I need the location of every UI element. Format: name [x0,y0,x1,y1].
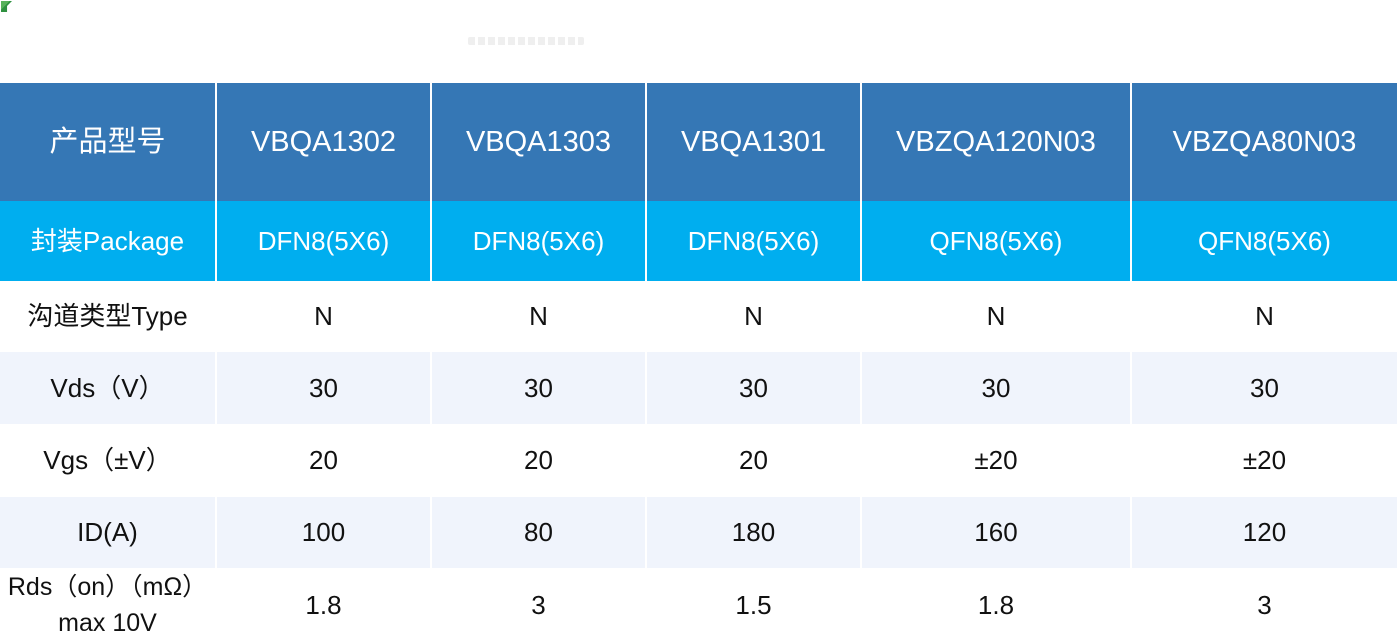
table-cell: N [1132,281,1397,352]
table-cell: ±20 [1132,424,1397,497]
table-cell: 3 [1132,568,1397,642]
table-cell: DFN8(5X6) [647,201,860,281]
table-cell: 3 [432,568,645,642]
table-cell: N [862,281,1130,352]
table-cell: 180 [647,497,860,568]
product-spec-table: 产品型号 VBQA1302 VBQA1303 VBQA1301 VBZQA120… [0,83,1397,642]
column-header-model: VBZQA120N03 [862,83,1130,201]
table-cell: QFN8(5X6) [862,201,1130,281]
table-cell: 1.8 [217,568,430,642]
row-label-vgs: Vgs（±V） [0,424,215,497]
table-cell: N [647,281,860,352]
column-header-model: VBQA1303 [432,83,645,201]
table-cell: 1.5 [647,568,860,642]
column-header-model: VBQA1302 [217,83,430,201]
faint-watermark [468,37,584,45]
row-label-rds-on: Rds（on）（mΩ）max 10V [0,568,215,642]
column-header-model: VBQA1301 [647,83,860,201]
table-cell: 30 [862,352,1130,424]
table-cell: ±20 [862,424,1130,497]
row-label-channel-type: 沟道类型Type [0,281,215,352]
row-label-package: 封装Package [0,201,215,281]
table-cell: 30 [432,352,645,424]
table-cell: 20 [432,424,645,497]
green-corner-icon [1,1,12,12]
column-header-model: VBZQA80N03 [1132,83,1397,201]
table-cell: QFN8(5X6) [1132,201,1397,281]
table-cell: 30 [217,352,430,424]
table-cell: 30 [647,352,860,424]
table-cell: 30 [1132,352,1397,424]
row-label-id: ID(A) [0,497,215,568]
table-cell: 1.8 [862,568,1130,642]
table-cell: 120 [1132,497,1397,568]
table-cell: 20 [647,424,860,497]
table-cell: N [432,281,645,352]
table-cell: 20 [217,424,430,497]
header-row-label: 产品型号 [0,83,215,201]
table-cell: DFN8(5X6) [432,201,645,281]
table-cell: 160 [862,497,1130,568]
row-label-vds: Vds（V） [0,352,215,424]
table-cell: 80 [432,497,645,568]
table-cell: DFN8(5X6) [217,201,430,281]
table-cell: N [217,281,430,352]
table-cell: 100 [217,497,430,568]
